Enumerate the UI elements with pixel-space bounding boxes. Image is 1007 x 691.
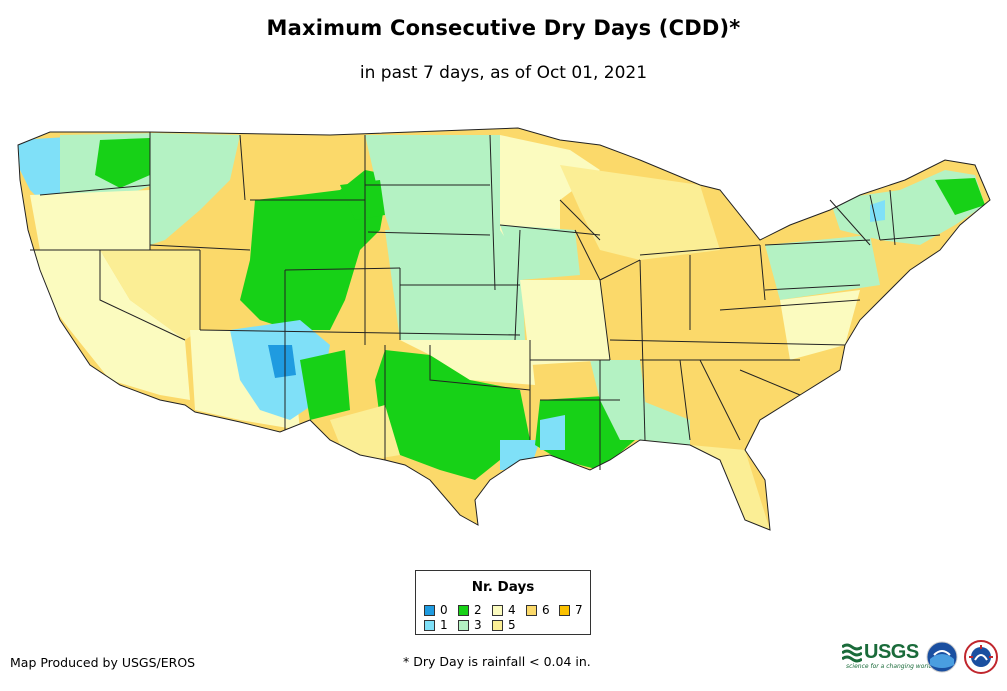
region-2-days-maine xyxy=(935,178,985,215)
region-3-days-gulf-coast xyxy=(640,400,690,445)
legend-label: 3 xyxy=(474,618,482,632)
legend-swatch xyxy=(526,604,537,616)
region-4-days-oklahoma xyxy=(400,340,535,385)
legend-swatch xyxy=(559,604,570,616)
legend-swatch xyxy=(424,604,435,616)
legend-item-1: 1 xyxy=(424,618,448,632)
legend-label: 1 xyxy=(440,618,448,632)
credit-text: Map Produced by USGS/EROS xyxy=(10,655,196,670)
legend-label: 5 xyxy=(508,618,516,632)
region-3-days-kansas xyxy=(385,225,525,340)
region-1-day-texas-coast xyxy=(500,440,540,470)
legend-swatch xyxy=(458,604,469,616)
legend-item-4: 4 xyxy=(492,603,516,617)
legend: Nr. Days 0 1 2 3 4 5 6 7 xyxy=(415,570,591,635)
map-title: Maximum Consecutive Dry Days (CDD)* xyxy=(266,16,741,40)
noaa-logo-icon xyxy=(926,641,958,673)
state-borders xyxy=(17,127,991,531)
legend-title: Nr. Days xyxy=(471,579,535,595)
map-subtitle: in past 7 days, as of Oct 01, 2021 xyxy=(359,63,648,83)
legend-swatch xyxy=(492,619,503,631)
region-3-days-idaho xyxy=(150,133,240,245)
legend-item-7: 7 xyxy=(559,603,583,617)
legend-swatch xyxy=(492,604,503,616)
usgs-logo: USGS xyxy=(864,641,919,663)
legend-item-2: 2 xyxy=(458,603,482,617)
legend-label: 6 xyxy=(542,603,550,617)
legend-label: 7 xyxy=(575,603,583,617)
legend-swatch xyxy=(458,619,469,631)
legend-swatch xyxy=(424,619,435,631)
nws-logo-icon xyxy=(964,640,998,674)
region-5-days-texas-west xyxy=(330,405,400,460)
legend-label: 4 xyxy=(508,603,516,617)
legend-label: 0 xyxy=(440,603,448,617)
usgs-tagline: science for a changing world xyxy=(846,663,933,670)
region-4-days-missouri xyxy=(520,280,610,365)
region-1-day-vermont xyxy=(870,200,885,222)
legend-item-6: 6 xyxy=(526,603,550,617)
legend-item-5: 5 xyxy=(492,618,516,632)
region-2-days-new-mexico xyxy=(300,350,350,420)
region-1-day-louisiana xyxy=(540,415,565,450)
usgs-logo-icon xyxy=(842,643,862,663)
region-5-days-great-lakes xyxy=(560,165,720,260)
region-3-days-pennsylvania xyxy=(765,235,880,300)
region-4-days-oregon xyxy=(30,190,150,255)
us-outline xyxy=(17,127,991,531)
dry-day-note: * Dry Day is rainfall < 0.04 in. xyxy=(403,654,591,669)
legend-label: 2 xyxy=(474,603,482,617)
region-0-days-new-mexico xyxy=(268,345,296,378)
legend-item-0: 0 xyxy=(424,603,448,617)
legend-item-3: 3 xyxy=(458,618,482,632)
region-4-days-virginia xyxy=(780,290,860,360)
cdd-map xyxy=(17,127,991,531)
region-4-days-california xyxy=(20,250,190,400)
region-2-days-texas xyxy=(375,350,530,480)
region-3-days-plains-north xyxy=(365,135,500,230)
region-5-days-nevada xyxy=(100,250,200,340)
agency-logos: USGS science for a changing world xyxy=(840,637,1000,677)
region-2-days-washington xyxy=(95,138,150,188)
